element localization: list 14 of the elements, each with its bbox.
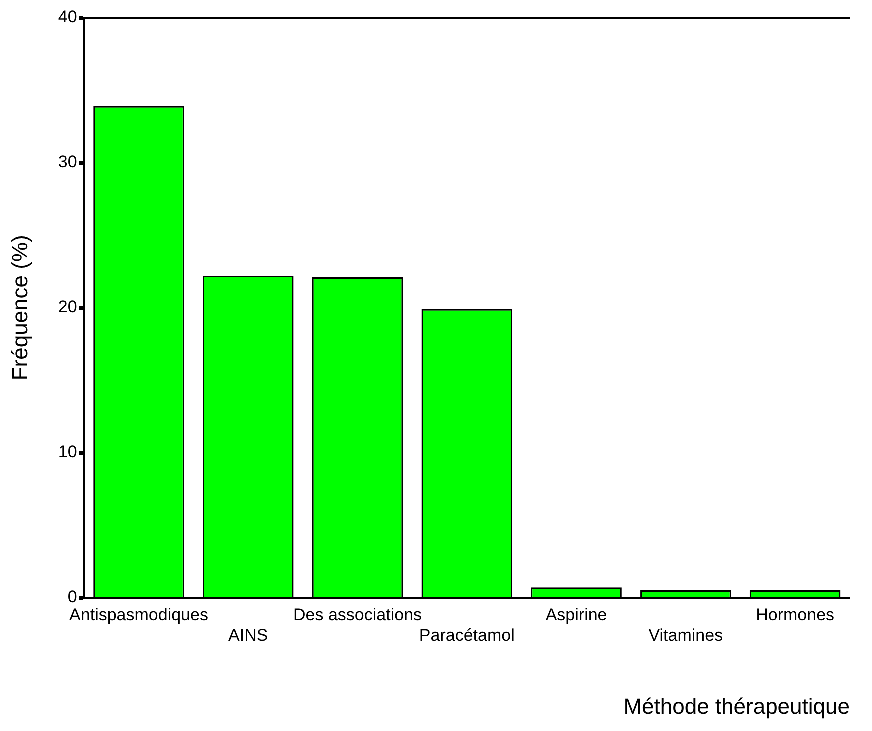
y-tick-label: 10 xyxy=(58,442,78,462)
x-tick-label: AINS xyxy=(228,626,268,646)
x-tick-label: Vitamines xyxy=(648,626,724,646)
y-tick-label: 20 xyxy=(58,298,78,317)
x-tick-label: Aspirine xyxy=(546,606,608,625)
x-tick-label: Antispasmodiques xyxy=(70,606,208,625)
x-tick-label: Paracétamol xyxy=(419,626,515,646)
y-tick-label: 0 xyxy=(68,587,78,606)
y-axis-title: Fréquence (%) xyxy=(7,235,32,381)
x-tick-label: Des associations xyxy=(294,606,422,625)
x-tick-label: Hormones xyxy=(756,606,835,625)
y-tick-label: 30 xyxy=(58,152,78,172)
x-axis-title: Méthode thérapeutique xyxy=(624,694,850,719)
y-tick-label: 40 xyxy=(58,8,78,27)
